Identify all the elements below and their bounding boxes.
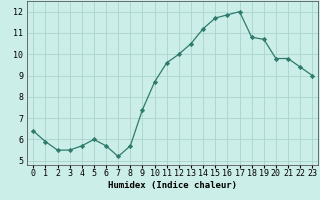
X-axis label: Humidex (Indice chaleur): Humidex (Indice chaleur): [108, 181, 237, 190]
